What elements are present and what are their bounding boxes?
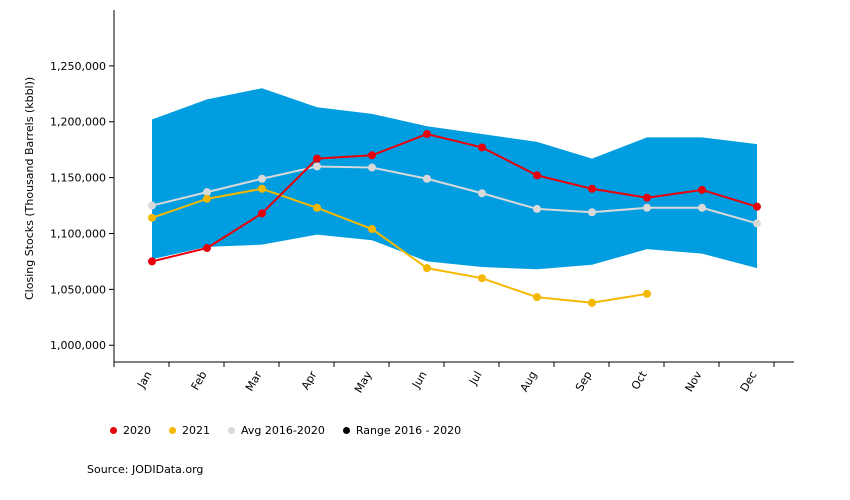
- legend-item-2020[interactable]: 2020: [110, 424, 151, 437]
- data-point: [643, 203, 651, 212]
- legend-label-2021: 2021: [182, 424, 210, 437]
- range-band-group: [152, 88, 757, 270]
- data-point: [588, 184, 596, 193]
- x-tick-label: Jul: [466, 369, 484, 388]
- axes-group: [109, 10, 794, 367]
- data-point: [203, 188, 211, 197]
- legend-item-2021[interactable]: 2021: [169, 424, 210, 437]
- data-point: [753, 219, 761, 228]
- y-tick-label: 1,200,000: [50, 116, 106, 129]
- data-point: [368, 151, 376, 160]
- data-point: [423, 264, 431, 273]
- x-tick-label: Dec: [738, 369, 760, 394]
- x-tick-label: Jun: [409, 369, 429, 391]
- data-point: [258, 184, 266, 193]
- legend: 2020 2021 Avg 2016-2020 Range 2016 - 202…: [110, 424, 461, 437]
- data-point: [148, 213, 156, 222]
- data-point: [258, 209, 266, 218]
- data-point: [753, 202, 761, 211]
- x-tick-label: May: [352, 369, 375, 396]
- data-point: [533, 293, 541, 302]
- data-point: [478, 189, 486, 198]
- data-point: [478, 274, 486, 283]
- data-point: [643, 193, 651, 202]
- data-point: [698, 185, 706, 194]
- legend-label-avg: Avg 2016-2020: [241, 424, 325, 437]
- x-tick-label: Apr: [299, 369, 320, 392]
- data-point: [258, 174, 266, 183]
- legend-label-2020: 2020: [123, 424, 151, 437]
- series-group: [148, 130, 761, 307]
- x-tick-label: Oct: [629, 368, 650, 392]
- data-point: [313, 154, 321, 163]
- data-point: [588, 298, 596, 307]
- x-tick-label: Sep: [573, 369, 595, 393]
- range-band: [152, 88, 757, 270]
- data-point: [368, 225, 376, 234]
- y-tick-label: 1,000,000: [50, 339, 106, 352]
- data-point: [423, 130, 431, 139]
- series-line-avg-2016-2020: [151, 165, 758, 225]
- series-line-2020: [151, 132, 758, 263]
- y-tick-label: 1,100,000: [50, 227, 106, 240]
- x-tick-label: Feb: [189, 369, 210, 392]
- data-point: [203, 194, 211, 203]
- x-tick-label: Mar: [243, 369, 265, 394]
- x-tick-label: Jan: [134, 369, 154, 391]
- legend-marker-avg: [228, 427, 235, 434]
- y-tick-label: 1,050,000: [50, 283, 106, 296]
- legend-marker-range: [342, 427, 350, 434]
- data-point: [313, 203, 321, 212]
- x-tick-label: Aug: [518, 369, 540, 394]
- data-point: [148, 201, 156, 210]
- data-point: [203, 244, 211, 253]
- data-point: [148, 257, 156, 266]
- x-tick-label: Nov: [683, 369, 705, 395]
- y-tick-label: 1,250,000: [50, 60, 106, 73]
- legend-label-range: Range 2016 - 2020: [355, 424, 462, 437]
- y-tick-label: 1,150,000: [50, 172, 106, 185]
- data-point: [313, 162, 321, 171]
- data-point: [588, 208, 596, 217]
- legend-marker-2021: [169, 427, 176, 434]
- data-point: [533, 204, 541, 213]
- legend-item-avg[interactable]: Avg 2016-2020: [228, 424, 325, 437]
- data-point: [698, 203, 706, 212]
- data-point: [643, 289, 651, 298]
- source-note: Source: JODIData.org: [87, 463, 204, 476]
- tick-labels-group: 1,000,000 1,050,000 1,100,000 1,150,000 1,20…: [50, 60, 760, 395]
- legend-item-range[interactable]: Range 2016 - 2020: [342, 424, 462, 437]
- legend-marker-2020: [110, 427, 117, 434]
- data-point: [423, 174, 431, 183]
- series-line-2021: [151, 187, 648, 304]
- data-point: [478, 143, 486, 152]
- data-point: [368, 163, 376, 172]
- y-axis-title: Closing Stocks (Thousand Barrels (kbbl)): [23, 76, 36, 300]
- data-point: [533, 171, 541, 180]
